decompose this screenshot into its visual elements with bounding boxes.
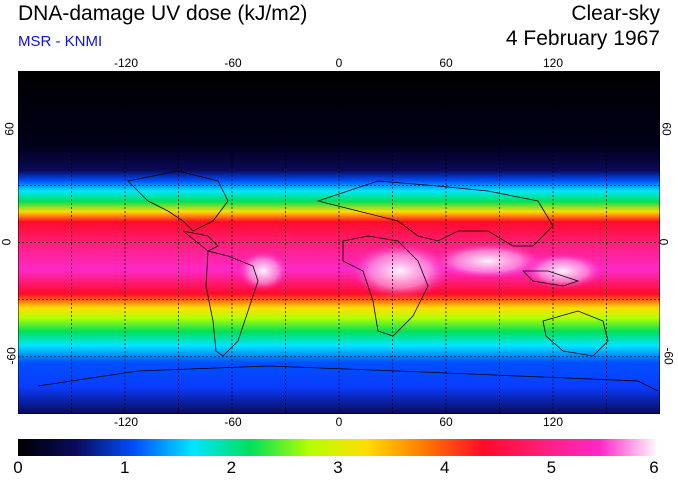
colorbar-label: 3 — [333, 458, 343, 477]
hotspot — [238, 251, 288, 291]
colorbar-label: 6 — [649, 458, 659, 477]
source-label: MSR - KNMI — [18, 33, 103, 50]
colorbar — [18, 439, 658, 456]
graticule — [18, 71, 660, 414]
colorbar-label: 0 — [13, 458, 23, 477]
lon-tick-top: 120 — [542, 56, 564, 70]
coastlines — [37, 170, 659, 392]
colorbar-label: 1 — [119, 458, 130, 477]
colorbar-label: 4 — [439, 458, 450, 477]
colorbar-label: 5 — [546, 458, 557, 477]
lon-tick-bottom: -120 — [113, 415, 139, 429]
lat-tick-left: 0 — [0, 238, 14, 246]
lon-tick-top: 60 — [439, 56, 453, 70]
sky-condition: Clear-sky — [571, 2, 660, 25]
lon-tick-top: -120 — [113, 56, 139, 70]
hotspot — [433, 243, 543, 279]
lon-tick-bottom: 60 — [439, 415, 453, 429]
colorbar-label: 2 — [226, 458, 237, 477]
hotspot — [523, 253, 603, 289]
lon-tick-top: -60 — [224, 56, 242, 70]
hotspot — [350, 243, 450, 299]
map-title: DNA-damage UV dose (kJ/m2) — [18, 2, 308, 25]
uv-dose-map — [18, 71, 660, 414]
lon-tick-bottom: 0 — [335, 415, 343, 429]
lon-tick-bottom: 120 — [542, 415, 564, 429]
lon-tick-bottom: -60 — [224, 415, 242, 429]
lat-tick-right: -60 — [661, 347, 676, 365]
lat-tick-right: 60 — [659, 122, 674, 136]
lat-tick-left: 60 — [2, 122, 17, 136]
lat-tick-left: -60 — [4, 347, 19, 365]
lon-tick-top: 0 — [335, 56, 343, 70]
map-date: 4 February 1967 — [505, 27, 660, 50]
